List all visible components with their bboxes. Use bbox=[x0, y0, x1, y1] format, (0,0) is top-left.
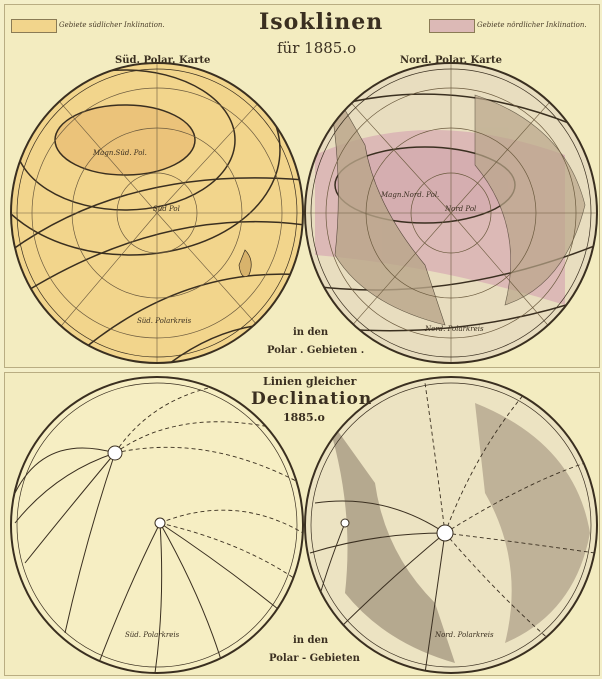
declination-caption-line2: Polar - Gebieten bbox=[269, 653, 360, 664]
legend-north-swatch bbox=[429, 19, 475, 33]
declination-title-line2: Declination bbox=[251, 389, 373, 409]
north-polar-circle-label: Nord. Polarkreis bbox=[425, 325, 484, 333]
south-magnetic-pole-label: Magn.Süd. Pol. bbox=[93, 149, 147, 157]
north-map-title: Nord. Polar. Karte bbox=[400, 55, 502, 66]
inclination-map-panel: Gebiete südlicher Inklination. Gebiete n… bbox=[4, 4, 600, 368]
declination-map-graphic bbox=[10, 376, 598, 674]
declination-caption-line1: in den bbox=[293, 635, 329, 646]
south-map-title: Süd. Polar. Karte bbox=[115, 55, 211, 66]
north-geo-pole-label: Nord Pol bbox=[445, 205, 477, 213]
south-declination-polar-circle-label: Süd. Polarkreis bbox=[125, 631, 180, 639]
legend-south-label: Gebiete südlicher Inklination. bbox=[59, 21, 165, 29]
inclination-caption-line2: Polar . Gebieten . bbox=[267, 345, 365, 356]
north-declination-polar-circle-label: Nord. Polarkreis bbox=[435, 631, 494, 639]
north-magnetic-pole-label: Magn.Nord. Pol. bbox=[381, 191, 440, 199]
legend-south-swatch bbox=[11, 19, 57, 33]
declination-title-line3: 1885.o bbox=[283, 411, 325, 424]
north-declination-map bbox=[305, 377, 597, 673]
south-polar-circle-label: Süd. Polarkreis bbox=[137, 317, 192, 325]
south-geo-pole-label: Süd Pol bbox=[153, 205, 180, 213]
declination-map-panel: Linien gleicher Declination 1885.o Süd. … bbox=[4, 372, 600, 676]
inclination-title: Isoklinen bbox=[259, 9, 384, 35]
south-polar-map bbox=[11, 63, 303, 363]
inclination-caption-line1: in den bbox=[293, 327, 329, 338]
south-declination-map bbox=[11, 377, 303, 673]
inclination-subtitle: für 1885.o bbox=[277, 39, 357, 57]
declination-title-line1: Linien gleicher bbox=[263, 375, 357, 388]
inclination-map-graphic bbox=[10, 62, 598, 364]
legend-north-label: Gebiete nördlicher Inklination. bbox=[477, 21, 587, 29]
